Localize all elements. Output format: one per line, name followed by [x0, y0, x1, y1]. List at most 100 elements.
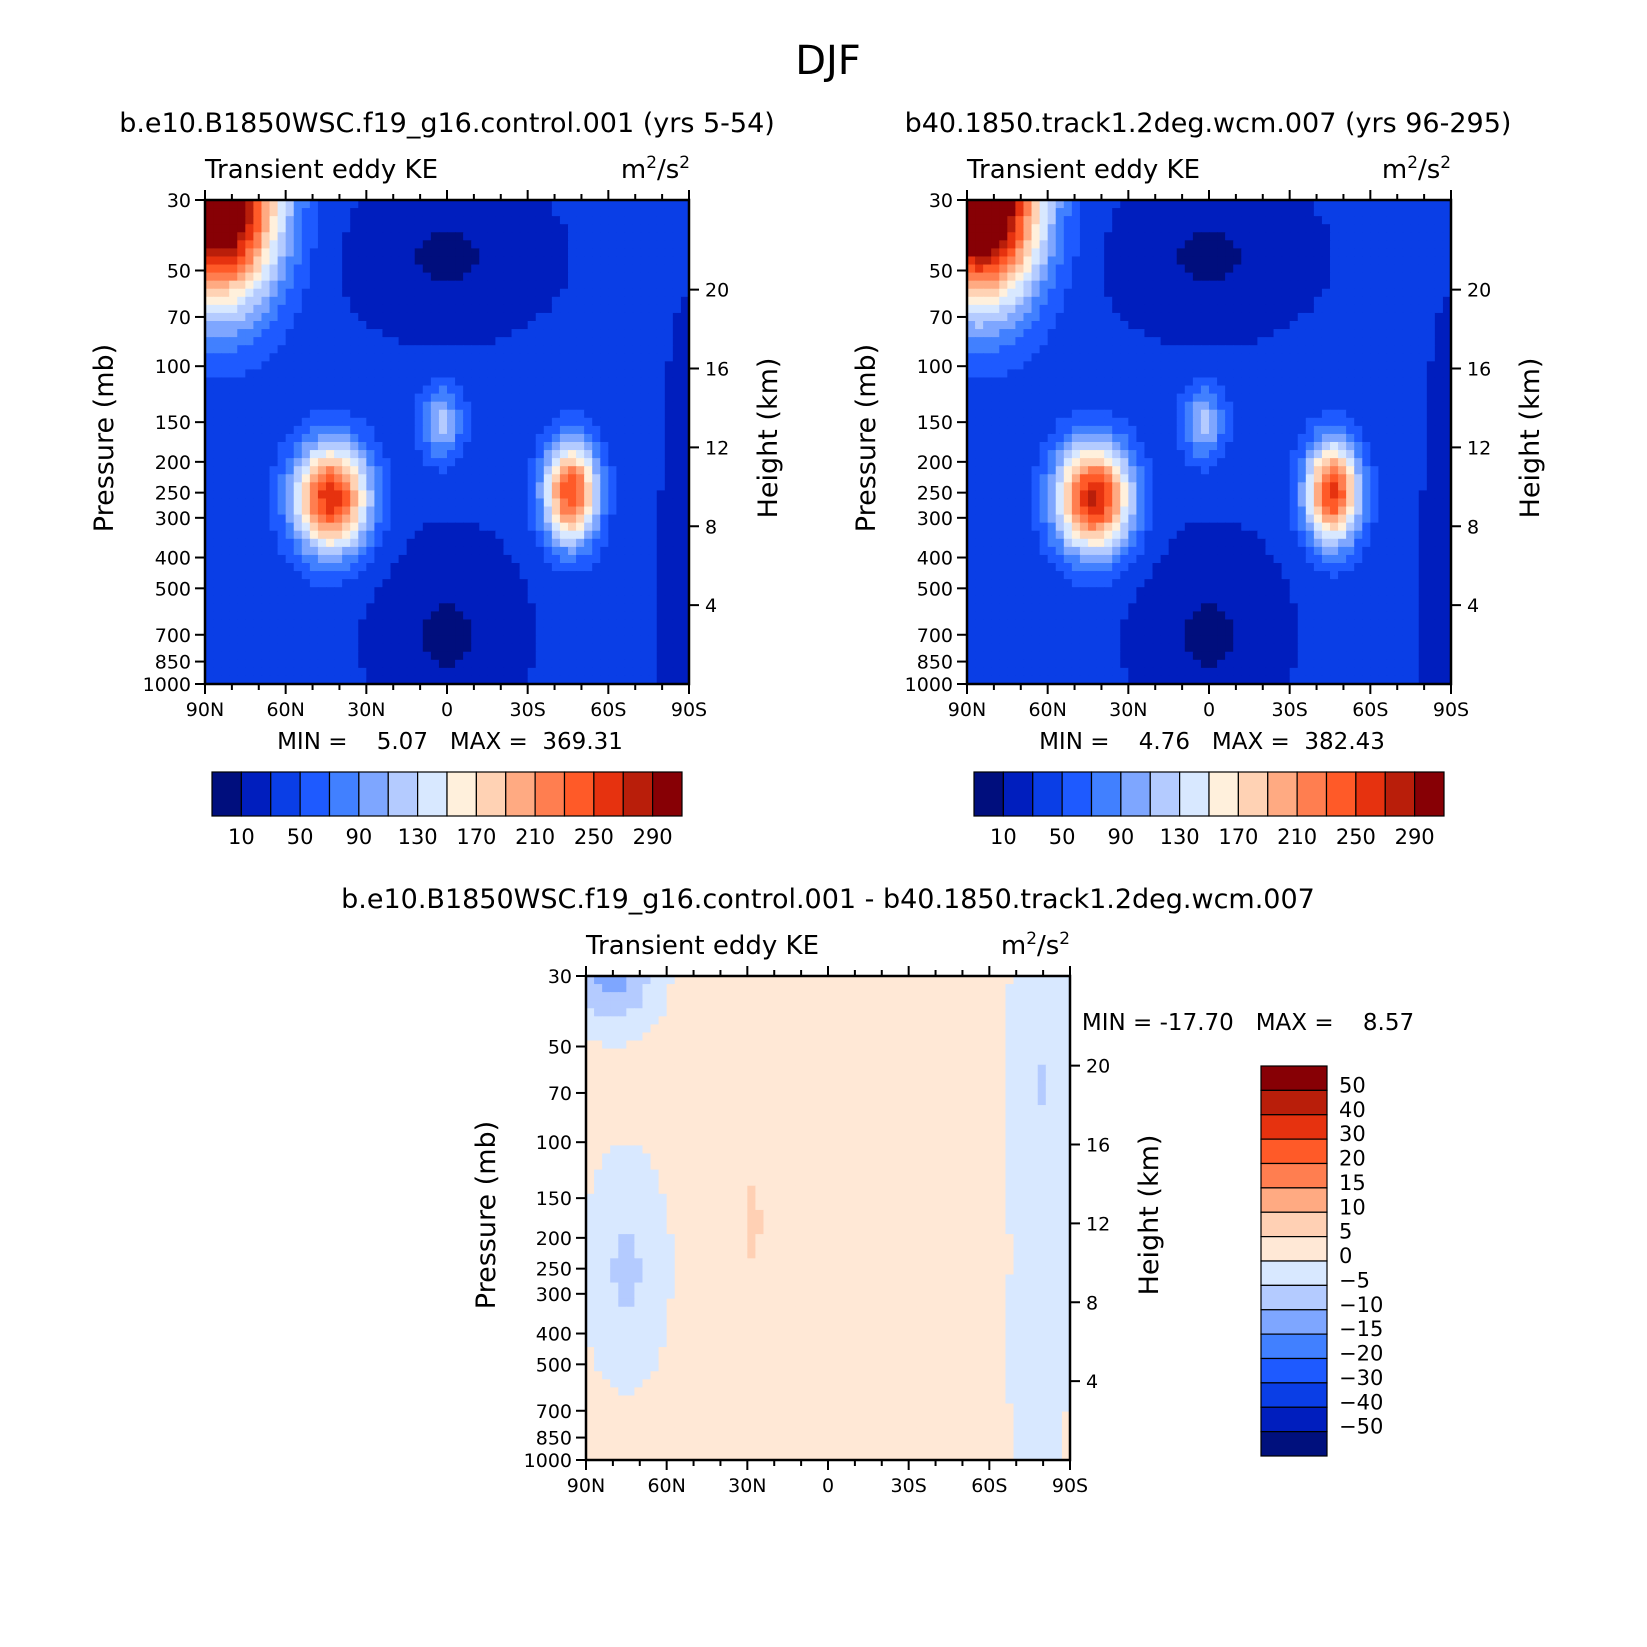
field-cell [1015, 329, 1025, 338]
field-cell [1096, 329, 1105, 338]
field-cell [309, 579, 319, 588]
field-cell [447, 369, 456, 379]
field-cell [317, 200, 327, 209]
field-cell [471, 490, 480, 500]
field-cell [374, 224, 384, 233]
field-cell [245, 256, 254, 266]
field-cell [1394, 288, 1404, 298]
field-cell [455, 216, 464, 225]
field-cell [648, 329, 658, 338]
field-cell [422, 208, 432, 217]
field-cell [1200, 256, 1210, 266]
field-cell [1313, 288, 1323, 298]
field-cell [390, 417, 400, 427]
field-cell [390, 579, 400, 588]
field-cell [1176, 240, 1186, 249]
field-cell [559, 264, 569, 274]
field-cell [438, 304, 448, 314]
field-cell [616, 506, 626, 516]
field-cell [366, 554, 375, 564]
field-cell [1281, 256, 1291, 266]
field-cell [1136, 304, 1146, 314]
field-cell [285, 474, 295, 483]
field-cell [975, 272, 984, 282]
field-cell [487, 659, 496, 669]
field-cell [213, 312, 222, 322]
field-cell [1386, 345, 1396, 354]
field-cell [1225, 329, 1234, 338]
field-cell [350, 659, 359, 669]
field-cell [463, 442, 472, 451]
field-cell [1249, 256, 1258, 266]
field-cell [1442, 312, 1452, 322]
field-cell [616, 256, 626, 266]
field-cell [285, 450, 295, 459]
y-tick-label: 100 [155, 356, 191, 378]
field-cell [648, 369, 658, 379]
field-cell [1418, 200, 1428, 209]
field-cell [527, 458, 537, 467]
field-cell [1378, 248, 1388, 258]
field-cell [543, 337, 553, 346]
field-cell [519, 667, 529, 677]
field-cell [559, 482, 569, 491]
field-cell [1184, 248, 1194, 258]
field-cell [1321, 288, 1331, 298]
field-cell [487, 321, 496, 330]
field-cell [301, 321, 311, 330]
field-cell [1128, 312, 1137, 322]
field-cell [1209, 272, 1218, 282]
field-cell [559, 538, 569, 548]
field-cell [664, 216, 674, 225]
field-cell [374, 579, 384, 588]
field-cell [213, 248, 222, 258]
field-cell [584, 345, 593, 354]
field-cell [455, 482, 464, 491]
field-cell [1015, 296, 1025, 306]
field-cell [535, 296, 545, 306]
field-cell [463, 208, 472, 217]
field-cell [293, 498, 303, 508]
field-cell [317, 554, 327, 564]
field-cell [551, 345, 561, 354]
field-cell [301, 530, 311, 540]
field-cell [1096, 312, 1105, 322]
field-cell [576, 643, 585, 653]
field-cell [213, 200, 222, 209]
field-cell [455, 425, 464, 435]
field-cell [1225, 296, 1234, 306]
field-cell [527, 409, 537, 419]
field-cell [1313, 264, 1323, 274]
field-cell [1281, 264, 1291, 274]
field-cell [487, 288, 496, 298]
field-cell [664, 522, 674, 532]
field-cell [1426, 288, 1436, 298]
field-cell [983, 272, 992, 282]
field-cell [1015, 200, 1025, 209]
field-cell [1152, 272, 1162, 282]
field-cell [608, 232, 617, 241]
field-cell [1370, 280, 1379, 290]
field-cell [1297, 224, 1307, 233]
field-cell [205, 538, 214, 548]
field-cell [600, 458, 609, 467]
field-cell [1225, 240, 1234, 249]
field-cell [334, 272, 343, 282]
field-cell [584, 433, 593, 443]
field-cell [229, 530, 238, 540]
field-cell [309, 595, 319, 604]
field-cell [317, 659, 327, 669]
field-cell [1120, 248, 1129, 258]
field-cell [398, 304, 408, 314]
field-cell [648, 667, 658, 677]
field-cell [664, 409, 674, 419]
field-cell [463, 651, 472, 661]
field-cell [568, 522, 577, 532]
field-cell [495, 458, 505, 467]
field-cell [1249, 345, 1258, 354]
field-cell [406, 312, 416, 322]
field-cell [463, 546, 472, 556]
field-cell [471, 667, 480, 677]
field-cell [1209, 329, 1218, 338]
field-cell [559, 563, 569, 572]
